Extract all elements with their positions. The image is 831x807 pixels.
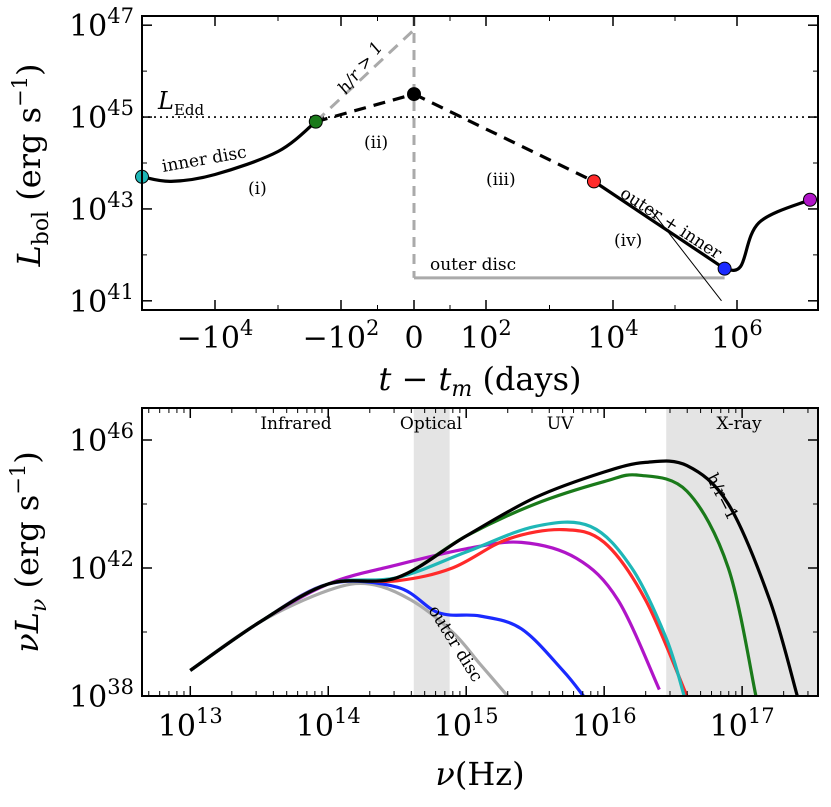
- top-curve-1: [315, 92, 415, 124]
- band-label-0: Infrared: [260, 414, 331, 434]
- top-y-tick-label: 1045: [69, 96, 134, 136]
- band-3: [666, 408, 818, 696]
- top-curve-0: [141, 120, 317, 183]
- bottom-plot-frame: [141, 407, 819, 697]
- top-y-tick-label: 1047: [69, 4, 134, 44]
- phase-iv-label: (iv): [614, 231, 642, 251]
- inner-disc-label: inner disc: [160, 142, 248, 177]
- bottom-x-tick-label: 1015: [434, 704, 499, 744]
- bottom-x-axis-label: ν(Hz): [435, 755, 524, 793]
- bottom-x-tick-label: 1016: [572, 704, 637, 744]
- phase-ii-label: (ii): [364, 133, 388, 153]
- top-marker-5: [803, 192, 817, 207]
- bottom-y-tick-label: 1046: [69, 419, 134, 459]
- top-x-tick-label: 0: [404, 321, 423, 356]
- band-label-3: X-ray: [716, 414, 762, 434]
- top-y-axis-label: Lbol (erg s−1): [8, 63, 54, 267]
- top-curve-2: [413, 92, 595, 183]
- bottom-x-tick-label: 1017: [710, 704, 775, 744]
- top-x-tick-label: −104: [177, 316, 254, 356]
- bottom-y-axis-label: νLν (erg s−1): [6, 451, 52, 653]
- bottom-y-tick-label: 1042: [69, 547, 134, 587]
- eddington-label: LEdd: [157, 87, 204, 119]
- top-curve-4: [724, 198, 811, 272]
- bottom-x-tick-label: 1013: [158, 704, 223, 744]
- outer-inner-label: outer + inner: [616, 183, 726, 264]
- top-panel: LEdd inner disc(i) (ii) (iii) (iv) outer dis…: [8, 4, 819, 402]
- phase-iii-label: (iii): [486, 170, 516, 190]
- bottom-x-tick-label: 1014: [296, 704, 361, 744]
- outer-disc-label: outer disc: [430, 255, 516, 275]
- top-x-tick-label: −102: [303, 316, 380, 356]
- top-marker-3: [586, 174, 601, 189]
- bottom-series-5: [189, 579, 585, 696]
- top-curve-6: [314, 28, 416, 123]
- bottom-y-tick-label: 1038: [69, 675, 134, 715]
- top-marker-1: [308, 114, 323, 129]
- band-label-1: Optical: [400, 414, 462, 434]
- top-x-tick-label: 106: [711, 316, 763, 356]
- h-over-r-label: h/r > 1: [334, 38, 387, 98]
- top-marker-2: [407, 87, 421, 102]
- bottom-series-0: [189, 459, 799, 696]
- top-x-tick-label: 104: [587, 316, 639, 356]
- top-x-tick-label: 102: [460, 316, 512, 356]
- tangent-line: [649, 208, 722, 302]
- phase-i-label: (i): [248, 179, 267, 199]
- top-y-tick-label: 1043: [69, 188, 134, 228]
- top-x-axis-label: t − tm (days): [379, 360, 582, 402]
- top-y-tick-label: 1041: [69, 280, 134, 320]
- band-label-2: UV: [547, 414, 574, 434]
- top-curve-3: [593, 180, 726, 270]
- top-marker-4: [717, 261, 732, 276]
